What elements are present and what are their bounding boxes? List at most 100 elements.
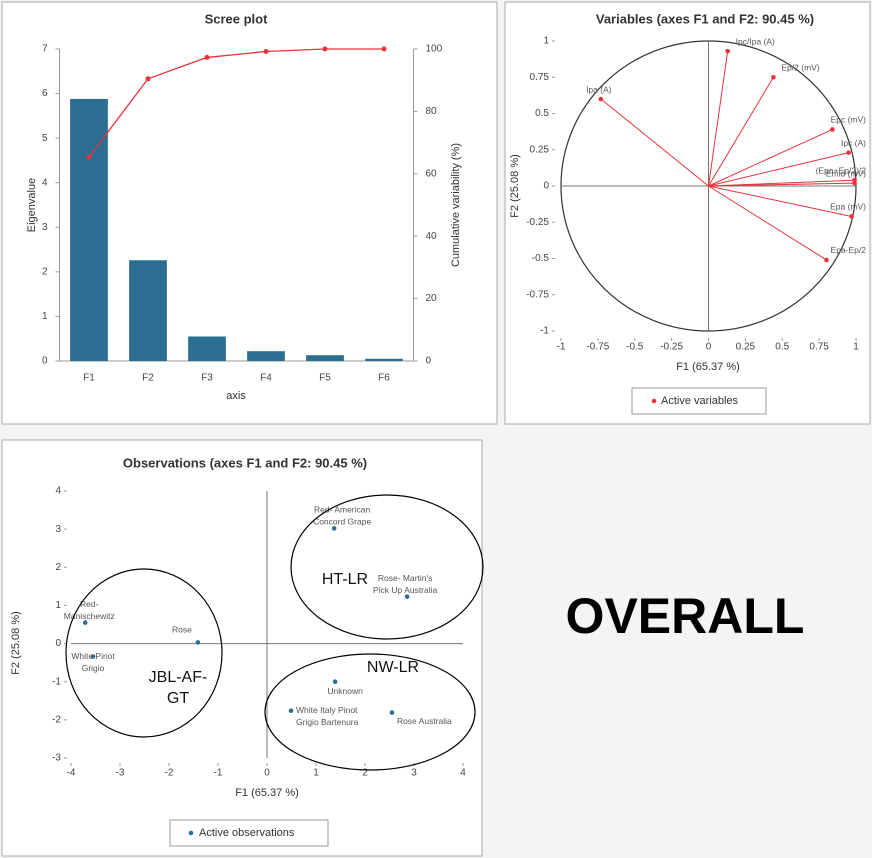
observation-label: White Italy Pinot	[296, 705, 358, 715]
x-tick-label: -4	[67, 768, 76, 779]
group-label: JBL-AF-	[149, 669, 208, 686]
observation-point	[389, 710, 395, 715]
vector	[708, 51, 729, 187]
x-tick-label: 0.25	[736, 342, 756, 353]
variable-label: Ipc/Ipa (A)	[736, 36, 775, 46]
y-axis-label: F2 (25.08 %)	[10, 611, 22, 675]
observation-label: Rose- Martin's	[378, 573, 433, 583]
bar	[129, 260, 167, 361]
variable-point	[725, 48, 730, 54]
y-tick-label: 5	[42, 133, 48, 144]
line-point	[204, 54, 210, 60]
y-tick-label: 2	[55, 562, 61, 573]
x-tick-label: 4	[460, 768, 466, 779]
variable-point	[830, 127, 835, 132]
legend-label: Active observations	[199, 827, 295, 839]
y-tick-label: 0	[543, 181, 549, 192]
x-axis-label: F1 (65.37 %)	[235, 787, 299, 799]
line-point	[86, 154, 92, 160]
variable-point	[849, 214, 854, 219]
x-tick-label: -0.25	[660, 342, 683, 353]
observation-label: Pick Up Australia	[373, 585, 438, 595]
y2-axis-label: Cumulative variability (%)	[450, 143, 462, 267]
group-label: HT-LR	[322, 571, 368, 588]
x-tick-label: -2	[165, 768, 174, 779]
observation-label: Manischewitz	[64, 611, 115, 621]
bar	[188, 336, 226, 361]
x-tick-label: F2	[142, 373, 154, 384]
line-point	[263, 48, 269, 54]
y2-tick-label: 80	[426, 106, 438, 117]
chart-title: Scree plot	[205, 11, 269, 26]
observation-label: Concord Grape	[313, 517, 371, 527]
legend-marker	[651, 398, 657, 404]
variable-label: Epa (mV)	[830, 202, 866, 212]
vector	[708, 185, 852, 217]
variable-point	[846, 150, 851, 155]
observation-label: Rose Australia	[397, 716, 452, 726]
variable-point	[824, 257, 829, 263]
line-point	[145, 76, 151, 82]
x-tick-label: F5	[319, 373, 331, 384]
x-tick-label: -1	[557, 342, 566, 353]
y-tick-label: -1	[540, 326, 549, 337]
group-ellipse	[65, 568, 223, 738]
panel-observations	[1, 439, 483, 857]
x-tick-label: 0	[264, 768, 270, 779]
x-tick-label: 0.75	[809, 342, 829, 353]
x-tick-label: 0	[706, 342, 712, 353]
x-tick-label: 0.5	[775, 342, 789, 353]
y-tick-label: 0	[42, 356, 48, 367]
variable-label: Ep/2 (mV)	[781, 63, 819, 73]
x-tick-label: -0.75	[586, 342, 609, 353]
x-tick-label: 3	[411, 768, 417, 779]
observation-point	[404, 594, 410, 599]
y-axis-label: Eigenvalue	[26, 178, 38, 232]
observation-label: Grigio Bartenura	[296, 717, 359, 727]
observation-label: Rose	[172, 625, 192, 635]
y2-tick-label: 40	[426, 231, 438, 242]
variable-label: Ipa (A)	[586, 84, 612, 94]
group-ellipse	[264, 653, 476, 771]
vector	[600, 98, 709, 187]
group-ellipse	[290, 494, 484, 640]
bar	[247, 351, 285, 361]
variable-label: Emid (mV)	[826, 168, 866, 178]
y-tick-label: 4	[42, 177, 48, 188]
y2-tick-label: 0	[426, 356, 432, 367]
legend-label: Active variables	[661, 395, 739, 407]
y-tick-label: 4	[55, 486, 61, 497]
variable-point	[771, 74, 776, 80]
observation-label: White Pinot	[71, 651, 115, 661]
cumulative-line	[88, 48, 384, 158]
observation-label: Red-	[80, 599, 99, 609]
x-tick-label: F3	[201, 373, 213, 384]
line-point	[381, 46, 387, 52]
heading: OVERALL	[566, 588, 805, 644]
observation-label: Red- American	[314, 505, 370, 515]
y-tick-label: 7	[42, 44, 48, 55]
legend-marker	[188, 830, 194, 836]
line-point	[322, 46, 328, 52]
group-label: NW-LR	[367, 659, 419, 676]
y-tick-label: -1	[52, 676, 61, 687]
y-tick-label: 6	[42, 88, 48, 99]
y-tick-label: -3	[52, 753, 61, 764]
x-tick-label: 1	[313, 768, 319, 779]
y-tick-label: -0.25	[526, 217, 549, 228]
y-tick-label: 1	[42, 311, 48, 322]
y2-tick-label: 20	[426, 293, 438, 304]
group-label: GT	[167, 690, 189, 707]
y-tick-label: -2	[52, 714, 61, 725]
vector	[708, 76, 774, 187]
variable-point	[852, 180, 857, 186]
y-tick-label: -0.75	[526, 289, 549, 300]
y2-tick-label: 60	[426, 168, 438, 179]
observation-point	[331, 526, 337, 531]
y-tick-label: 1	[55, 600, 61, 611]
y-tick-label: -0.5	[532, 253, 550, 264]
x-tick-label: 1	[853, 342, 859, 353]
observation-label: Unknown	[327, 686, 363, 696]
